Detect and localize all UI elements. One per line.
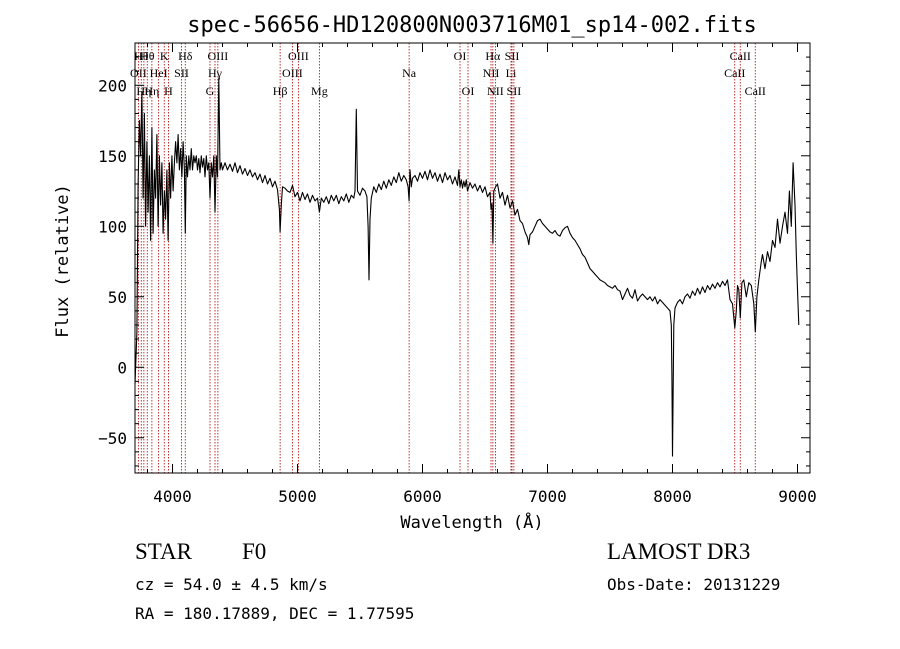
spectral-line-label: OIII xyxy=(208,49,229,63)
spectral-line-label: HeI xyxy=(150,66,168,80)
subclass: F0 xyxy=(242,539,267,564)
y-tick-label: 200 xyxy=(98,76,127,95)
spectral-line-label: Hθ xyxy=(134,49,149,63)
spectral-line-label: SII xyxy=(505,49,520,63)
spectral-line-label: CaII xyxy=(724,66,745,80)
spectral-line-label: Hβ xyxy=(273,84,288,98)
chart-title: spec-56656-HD120800N003716M01_sp14-002.f… xyxy=(187,13,757,38)
y-tick-label: 50 xyxy=(108,288,127,307)
spectral-line-label: Li xyxy=(506,66,517,80)
x-tick-label: 9000 xyxy=(778,487,817,506)
x-axis-label: Wavelength (Å) xyxy=(400,511,543,533)
series-layer xyxy=(134,77,800,457)
spectral-line-label: NII xyxy=(483,66,500,80)
survey-name: LAMOST DR3 xyxy=(607,539,751,564)
spectral-line-label: SII xyxy=(174,66,189,80)
spectral-line-label: SII xyxy=(507,84,522,98)
spectral-line-label: Hγ xyxy=(208,66,223,80)
spectral-line-label: Hθ xyxy=(140,49,155,63)
spectral-line-label: OIII xyxy=(282,66,303,80)
x-tick-label: 5000 xyxy=(278,487,317,506)
ticks-layer: 4000 5000 6000 7000 8000 9000 −50 0 50 100 150 200 xyxy=(98,43,817,506)
y-tick-label: 0 xyxy=(117,358,127,377)
spectral-line-label: Hα xyxy=(485,49,501,63)
coordinates-readout: RA = 180.17889, DEC = 1.77595 xyxy=(135,604,415,623)
spectral-line-label: Hη xyxy=(144,84,159,98)
spectral-line-label: K xyxy=(160,49,169,63)
spectral-line-label: OIII xyxy=(288,49,309,63)
obs-date: Obs-Date: 20131229 xyxy=(607,575,781,594)
spectral-line-label: H xyxy=(164,84,173,98)
spectral-line-label: Mg xyxy=(311,84,328,98)
y-tick-label: −50 xyxy=(98,429,127,448)
spectral-line-label: CaII xyxy=(730,49,751,63)
spectral-line-label: OI xyxy=(462,84,475,98)
spectral-line-label: Na xyxy=(402,66,417,80)
x-tick-label: 7000 xyxy=(528,487,567,506)
spectral-line-label: Hδ xyxy=(178,49,193,63)
spectral-line-label: OI xyxy=(454,49,467,63)
object-type: STAR xyxy=(135,539,192,564)
spectral-line-label: OII xyxy=(130,66,147,80)
y-tick-label: 150 xyxy=(98,147,127,166)
redshift-readout: cz = 54.0 ± 4.5 km/s xyxy=(135,575,328,594)
x-tick-label: 6000 xyxy=(403,487,442,506)
y-axis-label: Flux (relative) xyxy=(53,184,73,338)
spectral-line-label: NII xyxy=(487,84,504,98)
y-tick-label: 100 xyxy=(98,217,127,236)
spectral-line-label: G xyxy=(206,84,215,98)
spectral-lines-layer: OIIHθHηHθHηHeIKHSIIHδGHγOIIIHβOIIIOIIIMg… xyxy=(130,43,766,473)
plot-frame xyxy=(134,42,811,474)
x-tick-label: 8000 xyxy=(653,487,692,506)
spectrum-series-line xyxy=(134,77,800,457)
x-tick-label: 4000 xyxy=(153,487,192,506)
spectral-line-label: CaII xyxy=(745,84,766,98)
